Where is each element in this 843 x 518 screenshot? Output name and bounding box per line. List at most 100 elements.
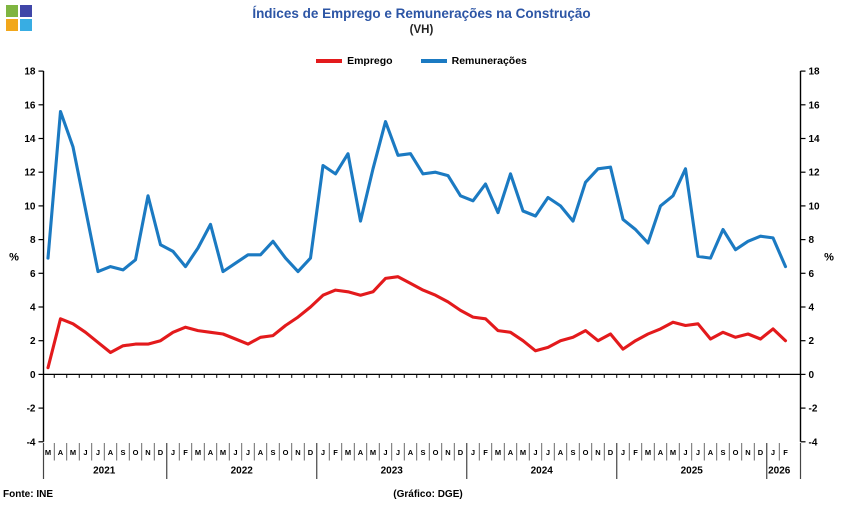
month-label: A	[708, 448, 714, 457]
year-label: 2023	[381, 466, 404, 477]
y-tick-label-right: 18	[809, 67, 821, 78]
legend-label: Remunerações	[451, 55, 527, 67]
month-label: A	[358, 448, 364, 457]
month-label: F	[183, 448, 188, 457]
y-tick-label-right: 16	[809, 100, 821, 111]
y-tick-label-right: 0	[809, 370, 815, 381]
ine-logo	[6, 5, 33, 32]
y-tick-label-left: -4	[27, 437, 36, 448]
month-label: A	[558, 448, 564, 457]
month-label: O	[583, 448, 589, 457]
month-label: J	[683, 448, 687, 457]
month-label: J	[696, 448, 700, 457]
y-tick-label-right: -4	[809, 437, 818, 448]
credit-note: (Gráfico: DGE)	[393, 489, 463, 500]
month-label: A	[58, 448, 64, 457]
month-label: N	[445, 448, 450, 457]
month-label: F	[483, 448, 488, 457]
month-label: A	[258, 448, 264, 457]
y-tick-label-left: 4	[30, 303, 36, 314]
month-label: J	[233, 448, 237, 457]
y-tick-label-right: 8	[809, 235, 815, 246]
month-label: F	[333, 448, 338, 457]
month-label: A	[508, 448, 514, 457]
month-label: M	[220, 448, 226, 457]
year-label: 2025	[681, 466, 704, 477]
month-label: M	[370, 448, 376, 457]
month-label: S	[120, 448, 125, 457]
month-label: D	[608, 448, 614, 457]
month-label: O	[433, 448, 439, 457]
month-label: A	[108, 448, 114, 457]
year-label: 2024	[531, 466, 554, 477]
month-label: J	[546, 448, 550, 457]
month-label: J	[96, 448, 100, 457]
month-label: J	[621, 448, 625, 457]
month-label: S	[570, 448, 575, 457]
month-label: N	[595, 448, 600, 457]
y-tick-label-left: -2	[27, 404, 36, 415]
month-label: J	[246, 448, 250, 457]
y-tick-label-left: 6	[30, 269, 36, 280]
month-label: M	[670, 448, 676, 457]
month-label: A	[658, 448, 664, 457]
legend: Emprego Remunerações	[0, 55, 843, 67]
y-axis-unit-right: %	[824, 251, 834, 263]
month-label: M	[345, 448, 351, 457]
year-label: 2021	[93, 466, 116, 477]
logo-square-1	[20, 5, 32, 17]
y-tick-label-left: 8	[30, 235, 36, 246]
month-label: N	[295, 448, 300, 457]
month-label: M	[195, 448, 201, 457]
month-label: J	[171, 448, 175, 457]
y-tick-label-right: -2	[809, 404, 818, 415]
month-label: S	[420, 448, 425, 457]
logo-square-0	[6, 5, 18, 17]
month-label: O	[283, 448, 289, 457]
legend-item-emprego: Emprego	[316, 55, 393, 67]
month-label: A	[208, 448, 214, 457]
logo-square-2	[6, 19, 18, 31]
y-tick-label-left: 14	[24, 134, 36, 145]
chart-subtitle: (VH)	[409, 24, 434, 36]
month-label: O	[133, 448, 139, 457]
legend-item-remunerações: Remunerações	[420, 55, 527, 67]
month-label: N	[745, 448, 750, 457]
month-label: M	[645, 448, 651, 457]
source-note: Fonte: INE	[3, 489, 53, 500]
y-tick-label-right: 12	[809, 168, 821, 179]
month-label: F	[783, 448, 788, 457]
y-tick-label-left: 18	[24, 67, 36, 78]
y-tick-label-right: 4	[809, 303, 815, 314]
legend-swatch-emprego	[316, 59, 343, 63]
y-tick-label-left: 16	[24, 100, 36, 111]
y-tick-label-right: 10	[809, 201, 821, 212]
month-label: O	[733, 448, 739, 457]
y-tick-label-left: 0	[30, 370, 36, 381]
month-label: M	[70, 448, 76, 457]
month-label: D	[458, 448, 464, 457]
month-label: D	[158, 448, 164, 457]
month-label: J	[533, 448, 537, 457]
logo-square-3	[20, 19, 32, 31]
month-label: D	[308, 448, 314, 457]
y-axis-unit-left: %	[9, 251, 19, 263]
year-label: 2026	[768, 466, 791, 477]
month-label: J	[471, 448, 475, 457]
month-label: N	[145, 448, 150, 457]
y-tick-label-right: 6	[809, 269, 815, 280]
month-label: J	[83, 448, 87, 457]
legend-label: Emprego	[347, 55, 393, 67]
chart-title: Índices de Emprego e Remunerações na Con…	[252, 6, 591, 21]
month-label: M	[520, 448, 526, 457]
month-label: M	[45, 448, 51, 457]
y-tick-label-left: 12	[24, 168, 36, 179]
month-label: J	[396, 448, 400, 457]
month-label: F	[633, 448, 638, 457]
month-label: M	[495, 448, 501, 457]
year-label: 2022	[231, 466, 254, 477]
emprego-line	[46, 275, 788, 370]
month-label: S	[720, 448, 725, 457]
month-label: A	[408, 448, 414, 457]
